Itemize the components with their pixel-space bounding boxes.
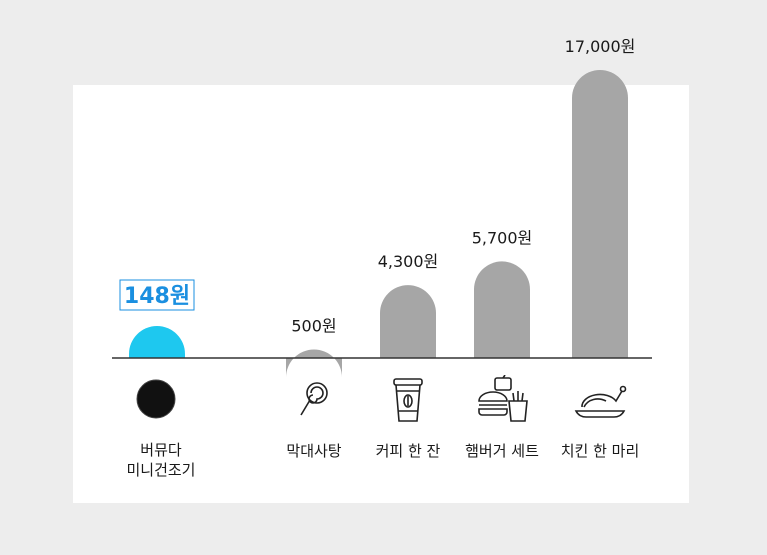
bar xyxy=(572,70,628,358)
highlight-label-box xyxy=(119,279,195,311)
value-label: 148원 xyxy=(124,284,190,309)
category-label: 막대사탕 xyxy=(286,442,342,460)
value-label: 500원 xyxy=(291,317,336,336)
coffee-cup-icon xyxy=(380,375,436,423)
bar xyxy=(380,285,437,358)
burger-set-icon xyxy=(473,374,529,423)
category-label: 햄버거 세트 xyxy=(465,442,539,460)
value-label: 17,000원 xyxy=(565,37,636,56)
bar xyxy=(474,261,530,358)
category-label: 치킨 한 마리 xyxy=(560,442,640,460)
bar xyxy=(286,349,342,378)
value-label: 5,700원 xyxy=(472,228,533,247)
bar xyxy=(129,326,185,358)
value-label: 4,300원 xyxy=(378,252,439,271)
category-label: 버뮤다 미니건조기 xyxy=(126,441,196,479)
product-dot-icon xyxy=(128,375,184,423)
lollipop-icon xyxy=(285,375,341,423)
roast-chicken-icon xyxy=(572,375,628,423)
category-label: 커피 한 잔 xyxy=(375,442,441,460)
